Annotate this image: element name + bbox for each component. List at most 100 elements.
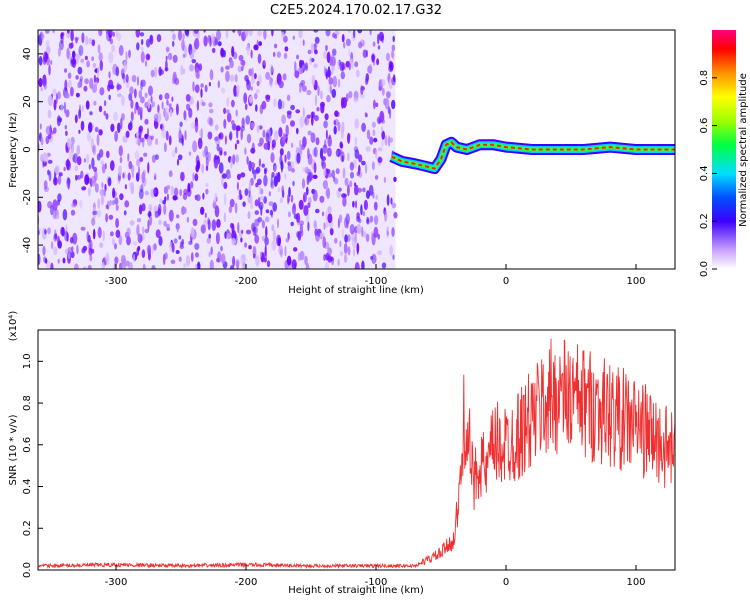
noise-speckle (129, 220, 135, 226)
noise-speckle (290, 142, 294, 148)
noise-speckle (88, 177, 92, 185)
bottom-y-tick-label: 1.0 (22, 353, 33, 369)
noise-speckle (85, 100, 90, 110)
colorbar-ticks: 0.0 0.2 0.4 0.6 0.8 (699, 70, 717, 277)
noise-speckle (368, 184, 374, 196)
noise-speckle (190, 181, 194, 189)
noise-speckle (241, 229, 244, 234)
noise-speckle (71, 50, 76, 59)
noise-speckle (168, 209, 174, 222)
noise-speckle (310, 42, 314, 54)
noise-speckle (208, 82, 211, 87)
noise-speckle (48, 170, 52, 182)
noise-speckle (46, 152, 49, 164)
noise-speckle (175, 250, 180, 254)
noise-speckle (325, 44, 328, 52)
noise-speckle (366, 218, 370, 225)
noise-speckle (251, 222, 256, 232)
noise-speckle (214, 124, 219, 131)
noise-speckle (300, 60, 305, 65)
noise-speckle (154, 172, 157, 179)
noise-speckle (327, 255, 333, 263)
noise-speckle (377, 156, 383, 163)
noise-speckle (325, 210, 328, 222)
noise-speckle (135, 30, 141, 38)
noise-speckle (371, 233, 376, 246)
noise-speckle (201, 101, 206, 107)
noise-speckle (202, 192, 205, 200)
noise-speckle (111, 44, 115, 53)
noise-speckle (313, 63, 318, 69)
spectrogram-signal-track (389, 136, 675, 175)
noise-speckle (182, 33, 185, 40)
noise-speckle (184, 130, 187, 141)
noise-speckle (278, 127, 283, 138)
noise-speckle (103, 188, 106, 197)
noise-speckle (357, 30, 363, 34)
bottom-y-axis-label: SNR (10 * v/v) (8, 414, 19, 485)
noise-speckle (368, 63, 373, 75)
noise-speckle (229, 74, 235, 82)
noise-speckle (310, 111, 316, 119)
bottom-y-tick-label: 0.0 (22, 562, 33, 578)
noise-speckle (166, 99, 169, 106)
noise-speckle (362, 187, 366, 193)
noise-speckle (391, 44, 395, 52)
noise-speckle (227, 174, 232, 179)
noise-speckle (87, 264, 92, 269)
noise-speckle (207, 131, 213, 140)
noise-speckle (369, 215, 374, 223)
noise-speckle (250, 86, 253, 91)
noise-speckle (340, 151, 345, 163)
noise-speckle (216, 143, 220, 152)
noise-speckle (118, 145, 124, 157)
noise-speckle (211, 47, 216, 54)
noise-speckle (113, 262, 117, 269)
noise-speckle (108, 79, 114, 89)
noise-speckle (345, 93, 349, 102)
noise-speckle (259, 104, 264, 115)
colorbar-tick-label: 0.4 (699, 165, 710, 181)
noise-speckle (343, 41, 346, 49)
noise-speckle (235, 259, 240, 268)
noise-speckle (61, 227, 65, 237)
noise-speckle (136, 131, 139, 137)
noise-speckle (222, 49, 226, 58)
noise-speckle (118, 45, 124, 56)
noise-speckle (314, 94, 318, 107)
noise-speckle (224, 231, 227, 239)
noise-speckle (194, 264, 198, 269)
snr-line-path (38, 338, 675, 570)
noise-speckle (315, 137, 320, 146)
noise-speckle (52, 30, 55, 34)
noise-speckle (105, 204, 109, 210)
noise-speckle (165, 55, 168, 61)
noise-speckle (282, 132, 286, 143)
noise-speckle (319, 195, 325, 203)
noise-speckle (178, 130, 182, 142)
noise-speckle (220, 245, 223, 252)
noise-speckle (240, 172, 246, 178)
noise-speckle (110, 231, 114, 237)
noise-speckle (181, 238, 185, 246)
noise-speckle (262, 129, 266, 138)
noise-speckle (134, 106, 137, 115)
noise-speckle (114, 197, 119, 205)
noise-speckle (272, 202, 278, 212)
noise-speckle (307, 147, 310, 160)
noise-speckle (158, 219, 162, 226)
noise-speckle (123, 60, 127, 73)
noise-speckle (220, 66, 224, 73)
noise-speckle (358, 218, 362, 224)
noise-speckle (141, 249, 146, 258)
noise-speckle (53, 171, 57, 183)
noise-speckle (120, 117, 123, 130)
noise-speckle (66, 232, 69, 242)
noise-speckle (202, 149, 208, 158)
noise-speckle (302, 39, 305, 46)
noise-speckle (355, 184, 359, 196)
noise-speckle (281, 31, 285, 39)
noise-speckle (57, 174, 62, 185)
noise-speckle (77, 66, 83, 75)
noise-speckle (67, 79, 72, 89)
